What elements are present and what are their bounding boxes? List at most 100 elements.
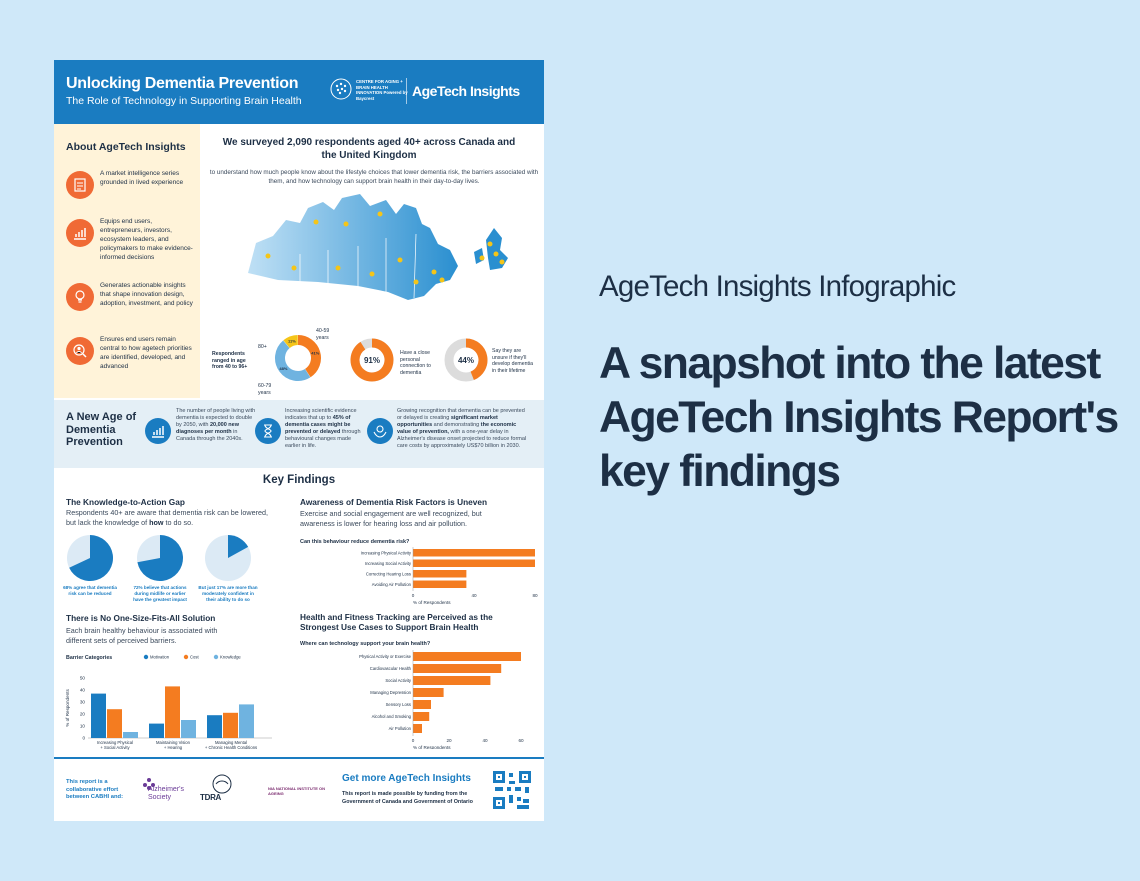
- x-tick-label: 60: [518, 738, 524, 743]
- x-tick-label: 20: [446, 738, 452, 743]
- bar-category-label: Correcting Hearing Loss: [366, 571, 411, 576]
- y-tick-label: 20: [80, 712, 86, 717]
- bar: [413, 549, 535, 557]
- qr-code[interactable]: [491, 769, 533, 811]
- unsure-caption: Say they are unsure if they'll develop d…: [492, 348, 533, 374]
- x-tick-label: 0: [412, 593, 415, 598]
- legend-label: Motivation: [150, 655, 170, 660]
- new-age-item-text: Growing recognition that dementia can be…: [397, 408, 527, 449]
- about-heading: About AgeTech Insights: [66, 141, 186, 153]
- y-axis-label: % of Respondents: [65, 689, 70, 727]
- bar-category-label: Physical Activity or Exercise: [359, 654, 412, 659]
- stat-donut-value: [350, 338, 394, 382]
- nia-logo-text: NIA NATIONAL INSTITUTE ON AGEING: [268, 786, 326, 796]
- legend-label: Cost: [190, 655, 199, 660]
- bar: [413, 688, 444, 697]
- funding-text: This report is made possible by funding …: [342, 791, 473, 805]
- bar: [107, 709, 122, 738]
- brand-name: AgeTech Insights: [412, 83, 520, 99]
- header-divider: [406, 78, 407, 104]
- age-donut-segment: [275, 340, 311, 381]
- bar-category-label: Cardiovascular Health: [370, 666, 412, 671]
- y-tick-label: 40: [80, 688, 86, 693]
- awareness-bar-chart: Can this behaviour reduce dementia risk?…: [300, 539, 538, 605]
- bar: [413, 570, 467, 578]
- x-category-label: + Chronic Health Conditions: [205, 745, 257, 750]
- new-age-band: A New Age of Dementia Prevention The num…: [54, 400, 544, 468]
- x-category-label: + Social Activity: [100, 745, 130, 750]
- bar: [91, 693, 106, 738]
- bar-category-label: Alcohol and Smoking: [372, 714, 412, 719]
- new-age-item-text: The number of people living with dementi…: [176, 408, 256, 442]
- awareness-text: Exercise and social engagement are well …: [300, 509, 482, 528]
- bar: [413, 652, 521, 661]
- legend-swatch: [183, 654, 189, 660]
- pie-slice: [69, 535, 113, 581]
- x-tick-label: 80: [532, 593, 538, 598]
- chart-title: Barrier Categories: [66, 655, 112, 661]
- x-tick-label: 40: [482, 738, 488, 743]
- canada-shape: [248, 194, 458, 300]
- survey-subheading: to understand how much people know about…: [209, 169, 539, 185]
- bar: [123, 732, 138, 738]
- x-category-label: Maintaining Vision: [156, 740, 191, 745]
- about-item-text: Generates actionable insights that shape…: [100, 282, 193, 307]
- stat-donut-label: 44%: [458, 356, 474, 365]
- age-donut-segment: [283, 335, 299, 349]
- infographic-poster: Unlocking Dementia Prevention The Role o…: [54, 60, 544, 821]
- cabhi-logo-text: CENTRE FOR AGING + BRAIN HEALTH INNOVATI…: [356, 79, 408, 101]
- page-title: AgeTech Insights Infographic: [599, 270, 956, 303]
- about-item: Ensures end users remain central to how …: [66, 335, 196, 383]
- pie-slice: [137, 535, 183, 581]
- bar-category-label: Increasing Physical Activity: [361, 550, 412, 555]
- barriers-heading: There is No One-Size-Fits-All Solution: [66, 613, 216, 623]
- bar-category-label: Social Activity: [385, 678, 412, 683]
- bar: [413, 559, 535, 567]
- bar: [207, 715, 222, 738]
- age-donut-label: 48%: [279, 366, 287, 371]
- bar: [149, 723, 164, 738]
- chart-title: Can this behaviour reduce dementia risk?: [300, 539, 410, 545]
- y-tick-label: 0: [82, 736, 85, 741]
- survey-heading: We surveyed 2,090 respondents aged 40+ a…: [222, 137, 516, 161]
- poster-header: Unlocking Dementia Prevention The Role o…: [54, 60, 544, 124]
- pie-slice: [228, 535, 249, 558]
- get-more-link[interactable]: Get more AgeTech Insights: [342, 773, 471, 784]
- user-search-icon: [66, 337, 94, 365]
- x-category-label: Managing Mental: [215, 740, 247, 745]
- tech-support-bar-chart: Where can technology support your brain …: [300, 641, 524, 749]
- about-item: Equips end users, entrepreneurs, investo…: [66, 217, 196, 273]
- legend-label: Knowledge: [220, 655, 241, 660]
- legend-swatch: [213, 654, 219, 660]
- unsure-donut: 44%: [444, 338, 488, 382]
- x-axis-label: % of Respondents: [413, 745, 451, 749]
- about-item-text: A market intelligence series grounded in…: [100, 170, 184, 186]
- x-axis-label: % of Respondents: [413, 600, 451, 605]
- bar: [413, 700, 431, 709]
- hands-brain-icon: [367, 418, 393, 444]
- bar: [413, 580, 467, 588]
- tdra-logo-icon: [212, 774, 232, 794]
- pie-caption: 72% believe that actions during midlife …: [133, 585, 187, 603]
- bar: [413, 664, 502, 673]
- bar: [413, 676, 491, 685]
- health-heading: Health and Fitness Tracking are Perceive…: [300, 612, 493, 632]
- about-panel: About AgeTech Insights A market intellig…: [54, 124, 200, 398]
- page-headline: A snapshot into the latest AgeTech Insig…: [599, 339, 1119, 496]
- alzheimers-society-logo-icon: [143, 778, 155, 790]
- growth-chart-icon: [66, 219, 94, 247]
- alzheimers-society-logo-text: Alzheimer's Society: [148, 786, 184, 801]
- y-tick-label: 50: [80, 676, 86, 681]
- age-donut-chart: 41% 48% 11%: [275, 335, 321, 381]
- legend-swatch: [143, 654, 149, 660]
- bar: [413, 712, 430, 721]
- pie-caption: 68% agree that dementia risk can be redu…: [63, 585, 117, 597]
- about-item-text: Ensures end users remain central to how …: [100, 336, 192, 370]
- barriers-text: Each brain healthy behaviour is associat…: [66, 626, 218, 645]
- midlife-pie: [137, 535, 183, 581]
- age-label-60-79: 60-79 years: [258, 383, 272, 396]
- age-label-80: 80+: [258, 344, 267, 350]
- brain-logo-icon: [330, 78, 352, 100]
- pie-caption: But just 17% are more than moderately co…: [198, 585, 258, 603]
- gap-heading: The Knowledge-to-Action Gap: [66, 497, 185, 507]
